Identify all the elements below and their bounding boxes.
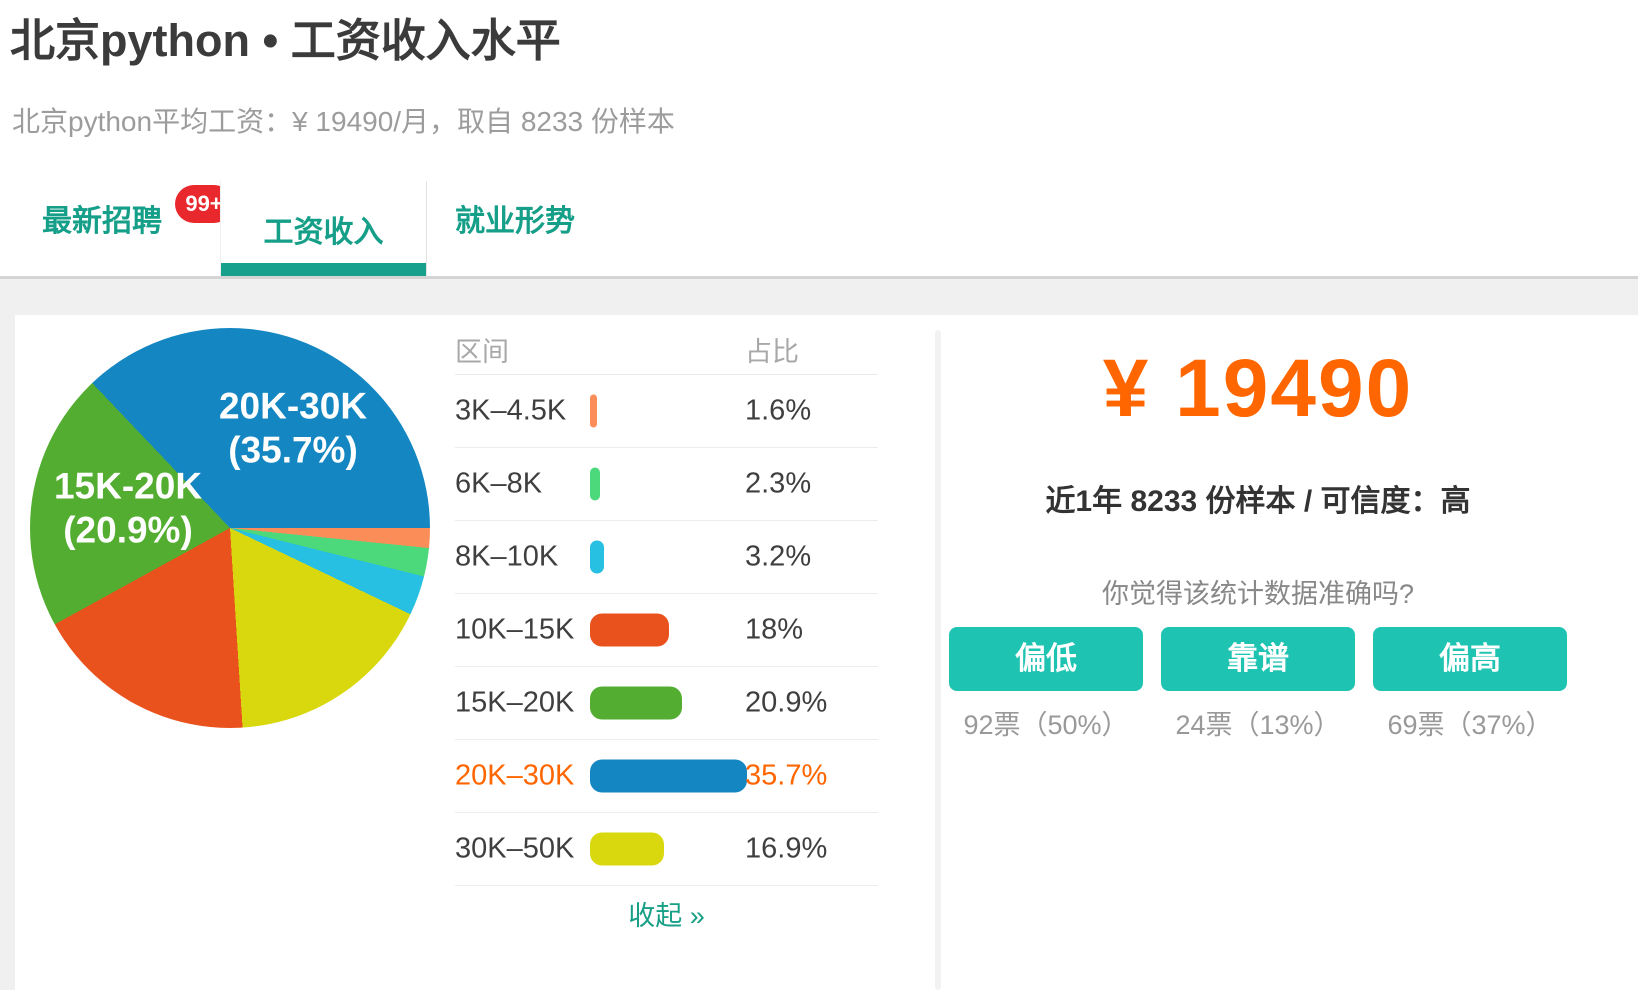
range-label: 15K–20K <box>455 686 575 719</box>
percent-bar <box>590 394 598 428</box>
table-row: 6K–8K 2.3% <box>455 448 878 521</box>
tab-salary-active[interactable]: 工资收入 <box>220 181 427 276</box>
table-row: 8K–10K 3.2% <box>455 521 878 594</box>
table-row: 15K–20K 20.9% <box>455 667 878 740</box>
range-label: 30K–50K <box>455 832 575 865</box>
pie-label-percent: (20.9%) <box>63 509 193 550</box>
pie-label-20k-30k: 20K-30K (35.7%) <box>219 384 367 471</box>
pie-label-range: 15K-20K <box>53 465 203 507</box>
range-label: 10K–15K <box>455 613 575 646</box>
percent-value: 16.9% <box>745 832 828 865</box>
percent-bar <box>590 832 665 866</box>
vote-high-button[interactable]: 偏高 <box>1373 627 1567 691</box>
tab-salary-label: 工资收入 <box>263 215 384 249</box>
percent-bar <box>590 540 605 574</box>
range-label: 20K–30K <box>455 759 575 792</box>
background-left-margin <box>0 315 15 990</box>
percent-bar <box>590 759 748 793</box>
pie-label-15k-20k: 15K-20K (20.9%) <box>54 464 202 551</box>
average-salary-value: ¥ 19490 <box>1102 343 1414 434</box>
percent-value: 1.6% <box>745 394 812 427</box>
vote-accurate-button[interactable]: 靠谱 <box>1161 627 1355 691</box>
table-row: 10K–15K 18% <box>455 594 878 667</box>
percent-value: 3.2% <box>745 540 812 573</box>
tab-employment[interactable]: 就业形势 <box>455 205 575 238</box>
salary-table-body: 3K–4.5K 1.6% 6K–8K 2.3% 8K–10K 3.2% 10K–15K 18%… <box>455 375 878 886</box>
salary-distribution-table: 区间 占比 3K–4.5K 1.6% 6K–8K 2.3% 8K–10K 3.2% 10K–… <box>455 322 878 933</box>
page-subtitle: 北京python平均工资：¥ 19490/月，取自 8233 份样本 <box>12 106 675 137</box>
vote-high-count: 69票（37%） <box>1387 710 1553 740</box>
pie-chart <box>30 328 430 728</box>
page-title: 北京python • 工资收入水平 <box>10 15 561 66</box>
column-header-range: 区间 <box>455 337 509 367</box>
salary-summary-panel: ¥ 19490 近1年 8233 份样本 / 可信度：高 你觉得该统计数据准确吗… <box>948 330 1568 742</box>
poll-votes-row: 92票（50%） 24票（13%） 69票（37%） <box>948 703 1568 742</box>
pie-label-percent: (35.7%) <box>228 429 358 470</box>
percent-value: 35.7% <box>745 759 828 792</box>
table-header: 区间 占比 <box>455 322 878 375</box>
active-tab-underline <box>221 263 426 276</box>
percent-value: 2.3% <box>745 467 812 500</box>
vote-low-button[interactable]: 偏低 <box>949 627 1143 691</box>
sample-credibility-text: 近1年 8233 份样本 / 可信度：高 <box>1045 485 1471 518</box>
vote-accurate-count: 24票（13%） <box>1175 710 1341 740</box>
column-header-percent: 占比 <box>745 337 799 367</box>
percent-bar <box>590 686 682 720</box>
vote-low-count: 92票（50%） <box>963 710 1129 740</box>
table-row: 20K–30K 35.7% <box>455 740 878 813</box>
poll-buttons-row: 偏低 靠谱 偏高 <box>948 627 1568 691</box>
panel-divider <box>935 330 941 990</box>
tabs-bottom-border <box>0 276 1638 279</box>
poll-question: 你觉得该统计数据准确吗? <box>1101 579 1414 609</box>
collapse-link[interactable]: 收起 » <box>628 901 705 931</box>
range-label: 3K–4.5K <box>455 394 567 427</box>
percent-bar <box>590 613 670 647</box>
percent-value: 18% <box>745 613 804 646</box>
table-row: 30K–50K 16.9% <box>455 813 878 886</box>
table-row: 3K–4.5K 1.6% <box>455 375 878 448</box>
range-label: 6K–8K <box>455 467 543 500</box>
tab-latest-jobs[interactable]: 最新招聘 <box>42 205 162 238</box>
background-strip <box>0 279 1638 315</box>
percent-bar <box>590 467 601 501</box>
range-label: 8K–10K <box>455 540 559 573</box>
pie-label-range: 20K-30K <box>218 385 368 427</box>
percent-value: 20.9% <box>745 686 828 719</box>
